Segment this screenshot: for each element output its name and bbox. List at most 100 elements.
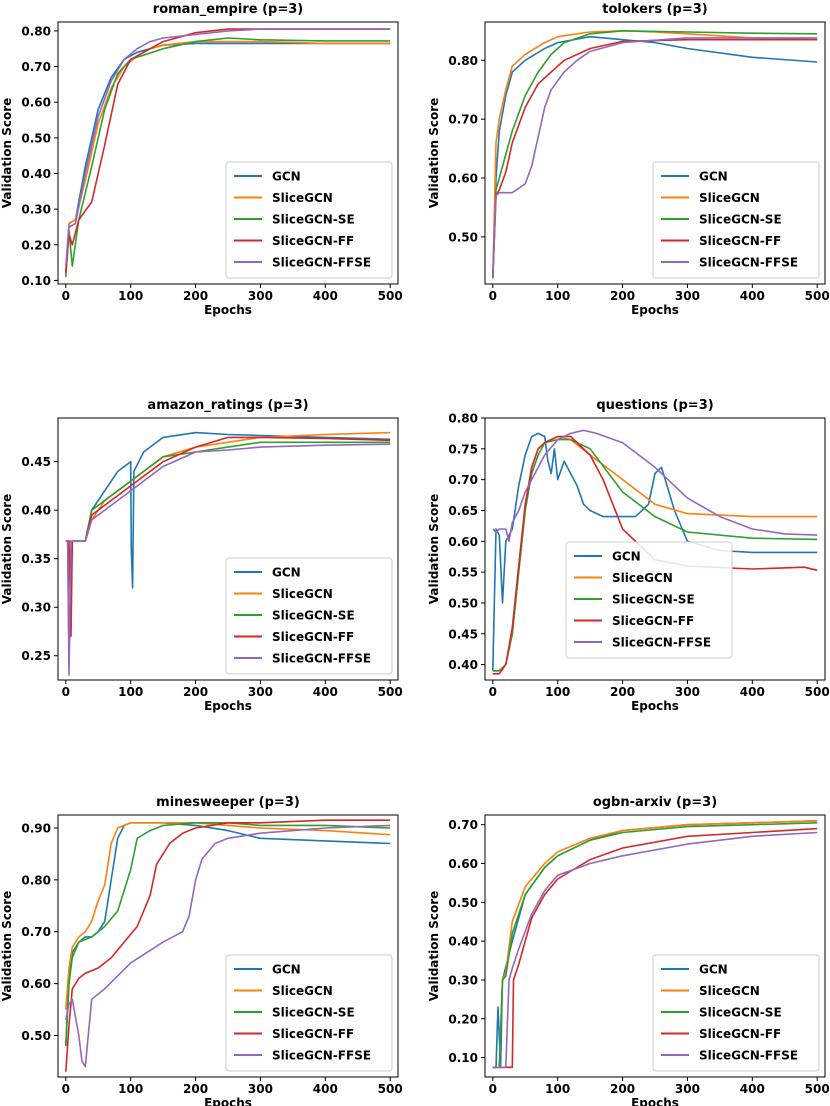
chart-title: tolokers (p=3) <box>602 2 707 17</box>
legend-label-slicegcn: SliceGCN <box>699 984 760 998</box>
y-tick-label: 0.80 <box>448 412 478 426</box>
legend-label-gcn: GCN <box>272 170 301 184</box>
x-tick-label: 400 <box>740 289 765 303</box>
series-line-slicegcn-ff <box>65 436 391 638</box>
y-tick-label: 0.35 <box>21 552 51 566</box>
x-tick-label: 300 <box>248 1082 273 1096</box>
y-tick-label: 0.40 <box>448 935 478 949</box>
legend-label-slicegcn-ff: SliceGCN-FF <box>272 630 354 644</box>
legend-label-slicegcn-se: SliceGCN-SE <box>272 1006 355 1020</box>
legend-box <box>652 161 820 279</box>
legend-label-slicegcn: SliceGCN <box>272 984 333 998</box>
series-line-gcn <box>492 432 818 671</box>
y-axis-label: Validation Score <box>427 494 441 605</box>
legend-box <box>565 541 733 659</box>
y-tick-label: 0.30 <box>448 973 478 987</box>
y-tick-label: 0.40 <box>448 658 478 672</box>
y-tick-label: 0.50 <box>21 1029 51 1043</box>
y-axis-label: Validation Score <box>0 98 14 209</box>
legend-label-slicegcn-ff: SliceGCN-FF <box>272 1027 354 1041</box>
series-group <box>492 29 818 279</box>
y-tick-label: 0.20 <box>448 1012 478 1026</box>
x-axis-label: Epochs <box>204 699 252 713</box>
chart-title: minesweeper (p=3) <box>156 795 300 810</box>
x-tick-label: 100 <box>118 289 143 303</box>
chart-panel-4: minesweeper (p=3) 0 100 200 300 400 500 0.50 0.6… <box>0 795 403 1106</box>
chart-title: roman_empire (p=3) <box>153 2 303 17</box>
axes-frame <box>57 814 399 1078</box>
y-tick-label: 0.70 <box>448 473 478 487</box>
chart-title: ogbn-arxiv (p=3) <box>593 795 717 810</box>
x-tick-label: 400 <box>740 685 765 699</box>
y-tick-label: 0.80 <box>448 54 478 68</box>
y-tick-label: 0.10 <box>448 1051 478 1065</box>
legend-label-slicegcn-ffse: SliceGCN-FFSE <box>272 1049 371 1063</box>
series-line-slicegcn-ff <box>492 827 818 1069</box>
x-tick-label: 500 <box>378 1082 403 1096</box>
y-tick-label: 0.80 <box>21 24 51 38</box>
legend-label-slicegcn-ffse: SliceGCN-FFSE <box>272 652 371 666</box>
legend-label-slicegcn-se: SliceGCN-SE <box>612 593 695 607</box>
legend: GCN SliceGCN SliceGCN-SE SliceGCN-FF SliceGC… <box>225 557 393 675</box>
legend-label-slicegcn-ff: SliceGCN-FF <box>699 234 781 248</box>
x-tick-label: 300 <box>675 685 700 699</box>
x-tick-label: 500 <box>805 685 830 699</box>
x-tick-label: 0 <box>489 1082 497 1096</box>
x-tick-label: 200 <box>183 289 208 303</box>
y-axis-label: Validation Score <box>0 494 14 605</box>
x-tick-label: 400 <box>313 289 338 303</box>
legend-box <box>225 557 393 675</box>
legend-label-slicegcn-ffse: SliceGCN-FFSE <box>272 256 371 270</box>
chart-panel-1: tolokers (p=3) 0 100 200 300 400 500 0.50 0.60 0.… <box>427 2 830 317</box>
series-line-slicegcn-ff <box>492 38 818 279</box>
chart-panel-0: roman_empire (p=3) 0 100 200 300 400 500 0.10 0.… <box>0 2 403 317</box>
y-tick-label: 0.45 <box>448 627 478 641</box>
x-tick-label: 400 <box>313 1082 338 1096</box>
legend: GCN SliceGCN SliceGCN-SE SliceGCN-FF SliceGC… <box>652 954 820 1072</box>
series-group <box>65 28 391 277</box>
y-tick-label: 0.10 <box>21 274 51 288</box>
series-line-slicegcn-se <box>492 822 818 1069</box>
y-axis-label: Validation Score <box>427 891 441 1002</box>
y-tick-label: 0.60 <box>448 857 478 871</box>
x-tick-label: 300 <box>675 289 700 303</box>
y-tick-label: 0.75 <box>448 442 478 456</box>
series-line-slicegcn-se <box>65 441 391 543</box>
y-tick-label: 0.70 <box>21 925 51 939</box>
axes-frame <box>484 417 826 681</box>
y-tick-label: 0.60 <box>448 172 478 186</box>
legend-label-slicegcn-ffse: SliceGCN-FFSE <box>699 256 798 270</box>
y-tick-label: 0.60 <box>21 96 51 110</box>
x-axis-label: Epochs <box>204 1096 252 1106</box>
x-tick-label: 100 <box>545 1082 570 1096</box>
y-tick-label: 0.50 <box>21 131 51 145</box>
x-tick-label: 0 <box>62 1082 70 1096</box>
legend-label-gcn: GCN <box>272 963 301 977</box>
chart-title: amazon_ratings (p=3) <box>147 398 308 413</box>
x-tick-label: 500 <box>378 289 403 303</box>
legend-label-slicegcn-se: SliceGCN-SE <box>272 609 355 623</box>
legend-label-slicegcn-ffse: SliceGCN-FFSE <box>699 1049 798 1063</box>
series-line-gcn <box>492 35 818 279</box>
series-line-slicegcn-ffse <box>492 831 818 1069</box>
x-axis-label: Epochs <box>204 303 252 317</box>
axes-frame <box>57 21 399 285</box>
series-line-gcn <box>65 42 391 274</box>
series-line-slicegcn-ffse <box>65 824 391 1068</box>
legend: GCN SliceGCN SliceGCN-SE SliceGCN-FF SliceGC… <box>565 541 733 659</box>
x-axis-label: Epochs <box>631 303 679 317</box>
legend-label-gcn: GCN <box>272 566 301 580</box>
legend-box <box>225 161 393 279</box>
legend: GCN SliceGCN SliceGCN-SE SliceGCN-FF SliceGC… <box>225 161 393 279</box>
x-tick-label: 300 <box>248 685 273 699</box>
x-tick-label: 0 <box>489 289 497 303</box>
y-tick-label: 0.40 <box>21 504 51 518</box>
legend-label-slicegcn: SliceGCN <box>612 571 673 585</box>
series-line-slicegcn-se <box>65 821 391 1046</box>
y-tick-label: 0.30 <box>21 203 51 217</box>
x-tick-label: 200 <box>183 1082 208 1096</box>
y-tick-label: 0.45 <box>21 455 51 469</box>
series-line-slicegcn-ffse <box>492 429 818 543</box>
legend-label-slicegcn: SliceGCN <box>699 191 760 205</box>
